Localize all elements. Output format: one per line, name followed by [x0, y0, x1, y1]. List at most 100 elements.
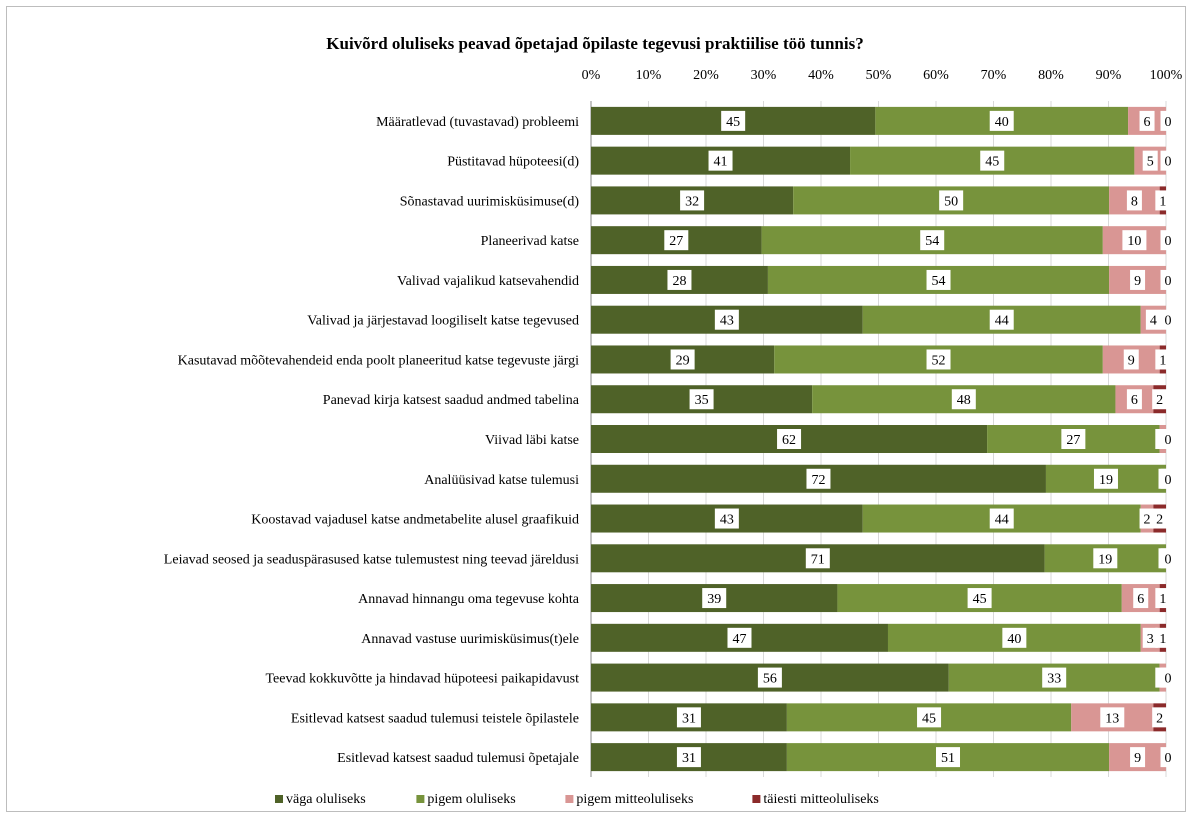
data-label-box: [1160, 269, 1176, 290]
data-label: 44: [995, 314, 1009, 329]
data-label: 0: [1165, 473, 1172, 488]
data-label-box: [939, 190, 964, 211]
data-label: 52: [932, 353, 946, 368]
data-label: 43: [720, 314, 734, 329]
category-label: Valivad ja järjestavad loogiliselt katse…: [307, 314, 579, 329]
data-label: 13: [1105, 711, 1119, 726]
x-tick-label: 0%: [582, 68, 601, 83]
data-label: 54: [925, 234, 939, 249]
data-label: 62: [782, 433, 796, 448]
data-label: 0: [1165, 274, 1172, 289]
data-label: 0: [1165, 433, 1172, 448]
data-label-box: [1133, 588, 1149, 609]
data-label-box: [1042, 667, 1067, 688]
x-tick-label: 10%: [636, 68, 662, 83]
data-label-box: [1160, 468, 1176, 489]
data-label-box: [926, 349, 951, 370]
data-label-box: [805, 548, 830, 569]
category-label: Analüüsivad katse tulemusi: [424, 473, 579, 488]
data-label-box: [714, 309, 739, 330]
data-label: 44: [995, 513, 1009, 528]
data-label-box: [926, 269, 951, 290]
category-label: Teevad kokkuvõtte ja hindavad hüpoteesi …: [265, 672, 579, 687]
data-label: 40: [1007, 632, 1021, 647]
data-label: 27: [669, 234, 683, 249]
data-label-box: [670, 349, 695, 370]
data-label-box: [777, 429, 802, 449]
data-label-box: [1152, 508, 1168, 529]
data-label-box: [989, 309, 1014, 330]
data-label-box: [714, 508, 739, 529]
data-label: 40: [995, 115, 1009, 130]
legend-label: väga oluliseks: [286, 792, 366, 807]
data-label: 0: [1165, 155, 1172, 170]
data-label: 0: [1165, 314, 1172, 329]
data-label-box: [806, 468, 831, 489]
data-label: 6: [1131, 393, 1138, 408]
data-label-box: [1155, 627, 1171, 648]
data-label: 32: [685, 194, 699, 209]
data-label-box: [989, 508, 1014, 529]
category-label: Leiavad seosed ja seaduspärasused katse …: [164, 552, 579, 567]
x-tick-label: 30%: [751, 68, 777, 83]
data-label: 27: [1066, 433, 1080, 448]
category-label: Esitlevad katsest saadud tulemusi teiste…: [291, 711, 579, 726]
data-label-box: [917, 707, 942, 728]
data-label: 1: [1159, 592, 1166, 607]
legend-swatch: [565, 795, 574, 803]
data-label: 1: [1159, 632, 1166, 647]
legend-label: pigem oluliseks: [427, 792, 515, 807]
chart-frame: Kuivõrd oluliseks peavad õpetajad õpilas…: [6, 6, 1186, 812]
data-label-box: [664, 230, 689, 251]
data-label: 9: [1134, 274, 1141, 289]
data-label: 4: [1150, 314, 1157, 329]
data-label-box: [1160, 150, 1176, 171]
stacked-bar-chart: Kuivõrd oluliseks peavad õpetajad õpilas…: [164, 34, 1183, 807]
data-label: 50: [944, 194, 958, 209]
data-label-box: [1160, 747, 1176, 768]
data-label-box: [989, 110, 1014, 131]
category-label: Viivad läbi katse: [485, 433, 579, 448]
category-label: Valivad vajalikud katsevahendid: [397, 274, 579, 289]
data-label-box: [1142, 150, 1158, 171]
data-label-box: [1160, 548, 1176, 569]
data-label-box: [1002, 627, 1027, 648]
data-label: 31: [682, 751, 696, 766]
data-label-box: [1093, 468, 1118, 489]
x-tick-label: 100%: [1150, 68, 1183, 83]
category-label: Kasutavad mõõtevahendeid enda poolt plan…: [178, 353, 579, 368]
data-label-box: [676, 707, 701, 728]
data-label-box: [1160, 309, 1176, 330]
category-label: Sõnastavad uurimisküsimuse(d): [400, 194, 580, 209]
data-label-box: [1160, 110, 1176, 131]
data-label: 71: [811, 552, 825, 567]
data-label: 0: [1165, 751, 1172, 766]
data-label-box: [951, 389, 976, 410]
data-label: 2: [1144, 513, 1151, 528]
data-label-box: [1152, 389, 1168, 410]
data-label: 43: [720, 513, 734, 528]
data-label-box: [1160, 429, 1176, 449]
data-label: 39: [707, 592, 721, 607]
data-label: 2: [1156, 393, 1163, 408]
data-label-box: [1155, 349, 1171, 370]
data-label: 0: [1165, 115, 1172, 130]
data-label-box: [920, 230, 945, 251]
data-label-box: [721, 110, 746, 131]
data-label-box: [1139, 110, 1155, 131]
data-label: 9: [1134, 751, 1141, 766]
x-tick-label: 60%: [923, 68, 949, 83]
category-label: Annavad vastuse uurimisküsimus(t)ele: [361, 632, 579, 647]
data-label: 2: [1156, 711, 1163, 726]
x-tick-label: 20%: [693, 68, 719, 83]
data-label-box: [1126, 190, 1142, 211]
data-label: 48: [957, 393, 971, 408]
data-label: 72: [811, 473, 825, 488]
legend-label: täiesti mitteoluliseks: [763, 792, 879, 807]
x-tick-label: 70%: [981, 68, 1007, 83]
data-label-box: [1123, 349, 1139, 370]
data-label: 19: [1098, 552, 1112, 567]
data-label: 29: [676, 353, 690, 368]
data-label: 56: [763, 672, 777, 687]
data-label-box: [1145, 309, 1161, 330]
